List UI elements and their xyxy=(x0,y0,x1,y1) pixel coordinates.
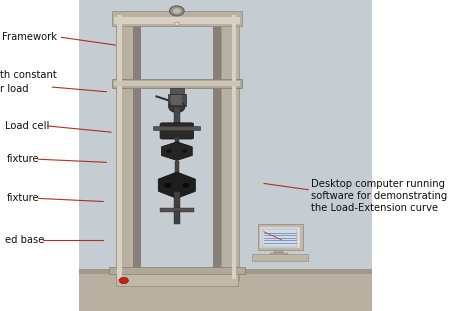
Bar xyxy=(153,126,201,130)
Circle shape xyxy=(173,8,181,14)
Bar xyxy=(112,11,242,26)
Text: Framework: Framework xyxy=(2,32,57,42)
Circle shape xyxy=(169,101,185,113)
Bar xyxy=(116,274,238,286)
Text: fixture: fixture xyxy=(7,154,39,164)
Bar xyxy=(79,0,372,311)
Text: the Load-Extension curve: the Load-Extension curve xyxy=(310,203,438,213)
Bar xyxy=(116,14,133,280)
Bar xyxy=(174,161,179,179)
Polygon shape xyxy=(158,172,195,198)
Circle shape xyxy=(119,277,128,284)
Circle shape xyxy=(166,149,172,153)
Bar xyxy=(274,250,283,253)
Bar xyxy=(133,16,141,271)
Text: fixture: fixture xyxy=(7,193,39,203)
Text: Desktop computer running: Desktop computer running xyxy=(310,179,445,189)
Text: ed base: ed base xyxy=(5,235,44,245)
Bar xyxy=(260,227,300,248)
Bar xyxy=(79,269,372,274)
Bar xyxy=(160,208,194,212)
Text: th constant: th constant xyxy=(0,70,57,80)
Bar xyxy=(170,88,183,95)
Bar xyxy=(262,229,298,247)
Circle shape xyxy=(182,183,190,188)
Bar xyxy=(254,255,305,260)
Bar xyxy=(174,192,180,208)
Bar xyxy=(112,79,242,88)
Circle shape xyxy=(182,149,187,153)
Bar xyxy=(257,224,303,250)
Bar xyxy=(114,17,240,24)
FancyBboxPatch shape xyxy=(160,123,194,139)
Circle shape xyxy=(170,6,184,16)
Bar xyxy=(174,137,179,156)
Bar xyxy=(174,211,180,224)
Bar xyxy=(114,81,240,86)
Circle shape xyxy=(164,183,172,188)
Bar xyxy=(270,253,288,256)
Text: r load: r load xyxy=(0,84,28,94)
Bar xyxy=(168,94,186,106)
Bar xyxy=(118,15,122,279)
Bar xyxy=(109,267,245,274)
Bar xyxy=(232,15,236,279)
Bar xyxy=(252,254,309,261)
Bar xyxy=(172,95,182,105)
Bar xyxy=(173,107,180,124)
Bar xyxy=(213,16,221,271)
Circle shape xyxy=(174,22,180,26)
Text: software for demonstrating: software for demonstrating xyxy=(310,191,447,201)
Bar xyxy=(221,14,238,280)
Text: Load cell: Load cell xyxy=(5,121,49,131)
Bar xyxy=(79,274,372,311)
Polygon shape xyxy=(162,142,192,160)
